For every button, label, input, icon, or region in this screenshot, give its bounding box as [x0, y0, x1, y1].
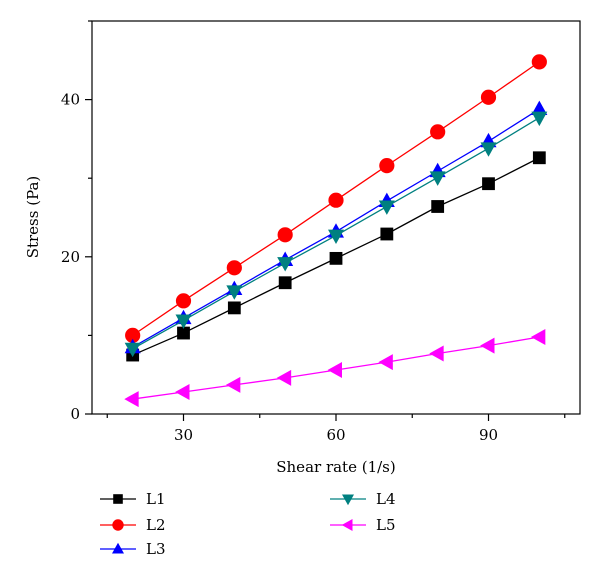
data-point-l2 — [277, 227, 293, 243]
data-point-l2 — [328, 192, 344, 208]
data-point-l1 — [431, 200, 445, 213]
data-point-l2 — [125, 327, 141, 343]
data-point-l3 — [531, 100, 548, 116]
y-tick-label: 0 — [70, 405, 80, 423]
data-point-l4 — [124, 342, 141, 358]
legend-item-l5: L5 — [330, 516, 396, 534]
data-point-l1 — [177, 326, 190, 340]
x-axis: 30 60 90 — [106, 414, 566, 444]
data-point-l5 — [480, 337, 495, 354]
data-point-l1 — [380, 227, 394, 241]
series-l1 — [126, 151, 546, 362]
legend-label: L2 — [146, 516, 166, 534]
legend-marker — [341, 519, 353, 531]
y-axis-label: Stress (Pa) — [24, 176, 42, 259]
legend-label: L1 — [146, 490, 166, 508]
x-tick-label: 30 — [174, 426, 193, 444]
legend-item-l1: L1 — [100, 490, 166, 508]
legend-item-l2: L2 — [100, 516, 166, 534]
data-point-l5 — [225, 376, 241, 393]
x-tick-label: 90 — [479, 426, 498, 444]
y-axis: 0 20 40 — [61, 20, 92, 423]
x-axis-label: Shear rate (1/s) — [276, 458, 395, 476]
data-point-l4 — [531, 111, 548, 127]
legend-marker — [112, 542, 124, 554]
data-point-l4 — [277, 257, 294, 272]
plot-frame — [91, 20, 581, 415]
data-point-l2 — [430, 124, 446, 140]
data-point-l4 — [226, 285, 243, 300]
series-layer — [124, 54, 548, 408]
legend-label: L3 — [146, 540, 166, 558]
data-point-l2 — [175, 293, 192, 309]
data-point-l5 — [378, 354, 393, 371]
x-tick-label: 60 — [326, 426, 345, 444]
data-point-l4 — [378, 200, 395, 215]
data-point-l4 — [480, 142, 497, 157]
data-point-l2 — [531, 54, 547, 70]
legend-marker — [342, 494, 354, 506]
data-point-l4 — [429, 171, 446, 186]
data-point-l1 — [227, 301, 241, 315]
data-point-l1 — [532, 151, 546, 165]
series-l2 — [125, 54, 547, 343]
data-point-l5 — [276, 369, 292, 386]
data-point-l1 — [329, 251, 343, 265]
legend-label: L5 — [376, 516, 396, 534]
legend-label: L4 — [376, 490, 396, 508]
data-point-l5 — [429, 345, 444, 362]
data-point-l1 — [278, 276, 292, 290]
series-l5 — [124, 328, 546, 408]
legend-marker — [112, 519, 124, 531]
data-point-l1 — [482, 177, 495, 191]
data-point-l4 — [328, 229, 344, 244]
data-point-l5 — [327, 361, 342, 378]
data-point-l2 — [226, 260, 242, 276]
data-point-l5 — [530, 328, 546, 345]
data-point-l5 — [124, 391, 139, 408]
y-tick-label: 40 — [61, 91, 80, 109]
data-point-l4 — [175, 314, 192, 329]
legend-item-l4: L4 — [330, 490, 396, 508]
data-point-l2 — [480, 89, 497, 105]
data-point-l5 — [175, 383, 190, 400]
legend-marker — [113, 494, 123, 504]
legend-item-l3: L3 — [100, 540, 166, 558]
series-l4 — [124, 111, 548, 358]
legend: L1 L2 L3 L4 L5 — [100, 490, 396, 558]
y-tick-label: 20 — [61, 248, 80, 266]
data-point-l2 — [379, 158, 395, 174]
